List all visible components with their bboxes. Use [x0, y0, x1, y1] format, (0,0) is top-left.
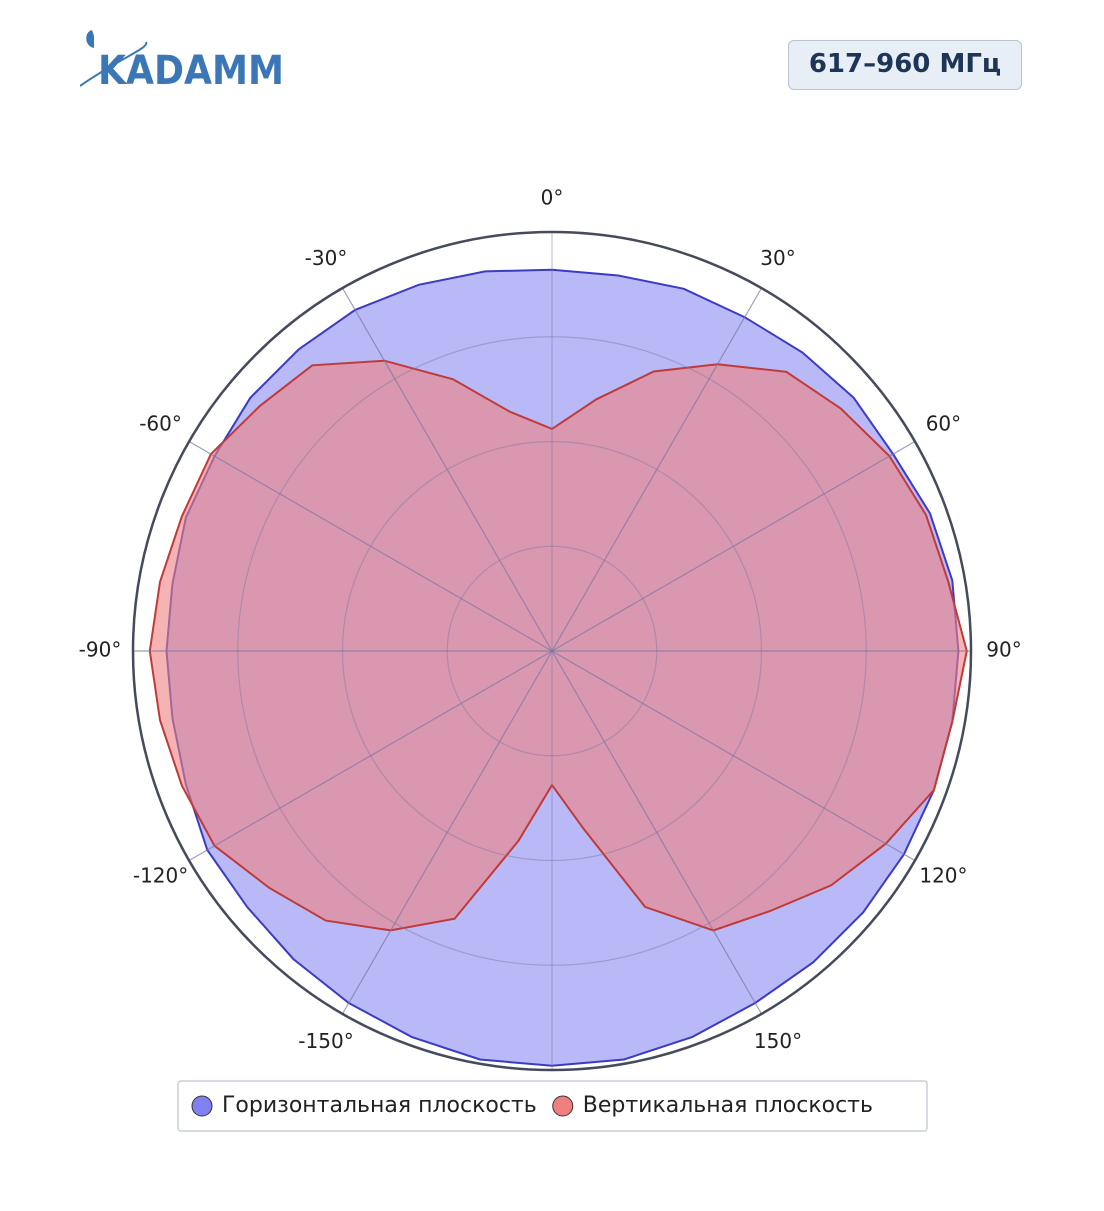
badge: 617–960 МГц: [788, 40, 1022, 90]
logo: KADAMM: [80, 30, 284, 92]
logo-text: KADAMM: [98, 48, 284, 92]
